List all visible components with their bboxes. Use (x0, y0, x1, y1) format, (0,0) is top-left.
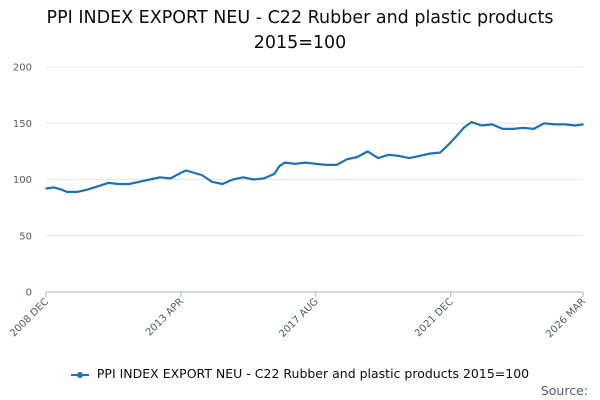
data-point[interactable] (278, 165, 281, 167)
data-point[interactable] (221, 183, 224, 185)
data-point[interactable] (397, 155, 400, 157)
data-point[interactable] (211, 180, 213, 183)
data-point[interactable] (294, 162, 296, 165)
data-point[interactable] (574, 124, 577, 127)
data-point[interactable] (582, 123, 584, 126)
data-point[interactable] (543, 122, 545, 125)
data-point[interactable] (429, 152, 431, 155)
data-point[interactable] (128, 183, 130, 185)
y-tick-label: 0 (26, 288, 32, 299)
data-point[interactable] (159, 176, 162, 179)
data-point[interactable] (335, 164, 338, 166)
x-tick-label: 2017 AUG (277, 296, 321, 340)
data-point[interactable] (263, 177, 265, 180)
data-point[interactable] (314, 162, 317, 165)
data-point[interactable] (356, 156, 359, 158)
data-point[interactable] (346, 158, 348, 161)
data-point[interactable] (449, 141, 452, 144)
y-tick-label: 100 (13, 175, 32, 186)
x-tick-label: 2013 APR (144, 296, 186, 338)
data-point[interactable] (553, 123, 556, 126)
data-point[interactable] (408, 157, 411, 160)
data-point[interactable] (462, 126, 465, 129)
chart-title-line-2: 2015=100 (253, 33, 347, 53)
data-point[interactable] (117, 183, 120, 185)
gridlines (46, 66, 583, 293)
series-line[interactable] (45, 121, 584, 193)
x-tick-label: 2008 DEC (8, 296, 51, 339)
legend-label: PPI INDEX EXPORT NEU - C22 Rubber and pl… (96, 366, 530, 381)
x-tick-label: 2026 MAR (544, 296, 588, 340)
data-point[interactable] (200, 174, 203, 176)
data-point[interactable] (325, 164, 328, 166)
data-point[interactable] (169, 177, 172, 180)
data-point[interactable] (60, 188, 63, 191)
series-layer (45, 121, 584, 193)
data-point[interactable] (387, 153, 390, 156)
data-point[interactable] (252, 178, 255, 181)
data-point[interactable] (45, 187, 47, 190)
data-point[interactable] (97, 185, 99, 188)
data-point[interactable] (185, 169, 188, 172)
data-point[interactable] (86, 188, 89, 191)
data-point[interactable] (366, 150, 369, 153)
data-point[interactable] (512, 127, 514, 130)
legend-swatch-icon (70, 371, 89, 378)
data-point[interactable] (455, 135, 457, 138)
data-point[interactable] (304, 161, 307, 164)
data-point[interactable] (52, 186, 55, 189)
data-point[interactable] (480, 124, 483, 127)
data-point[interactable] (418, 155, 421, 157)
data-point[interactable] (107, 182, 110, 184)
data-point[interactable] (377, 157, 379, 160)
data-point[interactable] (470, 121, 473, 123)
x-axis-ticks: 2008 DEC 2013 APR 2017 AUG 2021 DEC 2026 MAR (8, 291, 588, 340)
data-point[interactable] (242, 176, 245, 179)
legend[interactable]: PPI INDEX EXPORT NEU - C22 Rubber and pl… (0, 366, 600, 381)
data-point[interactable] (65, 191, 68, 193)
data-point[interactable] (439, 151, 442, 154)
data-point[interactable] (491, 123, 494, 126)
y-axis-ticks: 0 50 100 150 200 (13, 63, 32, 299)
data-point[interactable] (76, 191, 78, 193)
data-point[interactable] (138, 180, 141, 183)
data-point[interactable] (148, 178, 151, 181)
chart-title: PPI INDEX EXPORT NEU - C22 Rubber and pl… (0, 6, 600, 56)
y-tick-label: 200 (13, 63, 32, 74)
data-point[interactable] (273, 173, 276, 175)
chart-title-line-1: PPI INDEX EXPORT NEU - C22 Rubber and pl… (46, 8, 554, 28)
x-tick-label: 2021 DEC (413, 296, 456, 339)
y-tick-label: 150 (13, 119, 32, 130)
data-point[interactable] (522, 126, 525, 129)
data-point[interactable] (501, 127, 504, 130)
data-point[interactable] (532, 127, 535, 130)
data-point[interactable] (563, 123, 566, 126)
data-point[interactable] (180, 171, 182, 174)
source-label: Source: (540, 383, 588, 398)
y-tick-label: 50 (19, 231, 32, 242)
data-point[interactable] (283, 161, 286, 164)
data-point[interactable] (231, 178, 234, 181)
